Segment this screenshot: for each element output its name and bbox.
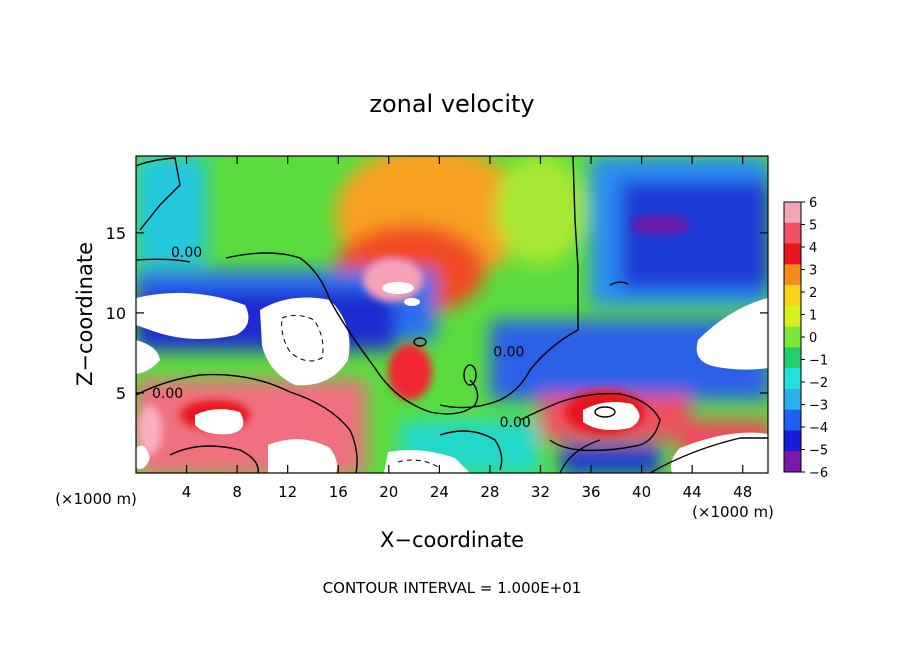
- colorbar-segment: [784, 202, 801, 224]
- colorbar-label: −2: [809, 376, 828, 391]
- colorbar-label: 0: [809, 331, 817, 346]
- colorbar-segment: [784, 409, 801, 431]
- colorbar-label: 3: [809, 264, 817, 279]
- x-axis-label: X−coordinate: [380, 528, 524, 552]
- colorbar-segment: [784, 430, 801, 452]
- x-tick-label: 8: [232, 483, 242, 501]
- colorbar-label: −5: [809, 444, 828, 459]
- colorbar: 6 5 4 3 2 1 0 −1 −2 −3 −4 −5 −6: [783, 196, 828, 481]
- contour-label: 0.00: [171, 245, 202, 261]
- x-tick-label: 36: [581, 483, 600, 501]
- x-tick-label: 20: [379, 483, 398, 501]
- contour-label: 0.00: [500, 415, 531, 431]
- y-axis-label: Z−coordinate: [73, 242, 97, 386]
- colorbar-label: −1: [809, 354, 828, 369]
- contour-label-group: 0.00 0.00 0.00 0.00: [152, 245, 531, 431]
- x-unit-left: (×1000 m): [55, 490, 137, 508]
- out-of-range-regions: [136, 282, 768, 473]
- colorbar-segment: [784, 285, 801, 307]
- colorbar-segment: [784, 243, 801, 265]
- colorbar-segment: [784, 388, 801, 411]
- x-tick-label: 4: [182, 483, 192, 501]
- velocity-field: [136, 156, 768, 473]
- y-tick-label: 10: [106, 304, 126, 323]
- colorbar-segment: [784, 305, 801, 328]
- colorbar-label: 6: [809, 196, 817, 211]
- contour-label: 0.00: [493, 344, 524, 360]
- x-tick-label: 32: [531, 483, 550, 501]
- x-unit-right: (×1000 m): [692, 503, 774, 521]
- x-tick-label: 24: [430, 483, 449, 501]
- x-tick-label: 12: [278, 483, 297, 501]
- x-tick-label: 44: [683, 483, 702, 501]
- colorbar-segment: [784, 368, 801, 390]
- contour-lines: [136, 156, 768, 473]
- contour-interval-note: CONTOUR INTERVAL = 1.000E+01: [323, 579, 582, 597]
- x-tick-label: 28: [480, 483, 499, 501]
- y-tick-label: 5: [116, 384, 126, 403]
- x-tick-label: 40: [632, 483, 651, 501]
- colorbar-label: 4: [809, 241, 817, 256]
- colorbar-segment: [784, 347, 801, 369]
- negative-contour-lines: [281, 314, 441, 469]
- contour-label: 0.00: [152, 386, 183, 402]
- colorbar-label: 2: [809, 286, 817, 301]
- colorbar-segment: [784, 222, 801, 245]
- colorbar-segment: [784, 451, 801, 473]
- colorbar-label: −6: [809, 466, 828, 481]
- colorbar-label: −3: [809, 399, 828, 414]
- colorbar-label: 5: [809, 219, 817, 234]
- chart-title: zonal velocity: [369, 90, 534, 118]
- y-tick-label: 15: [106, 224, 126, 243]
- x-tick-label: 16: [329, 483, 348, 501]
- colorbar-label: 1: [809, 309, 817, 324]
- plot-frame: [135, 155, 769, 474]
- colorbar-segment: [784, 326, 801, 348]
- colorbar-segment: [784, 264, 801, 286]
- colorbar-label: −4: [809, 421, 828, 436]
- x-tick-label: 48: [733, 483, 752, 501]
